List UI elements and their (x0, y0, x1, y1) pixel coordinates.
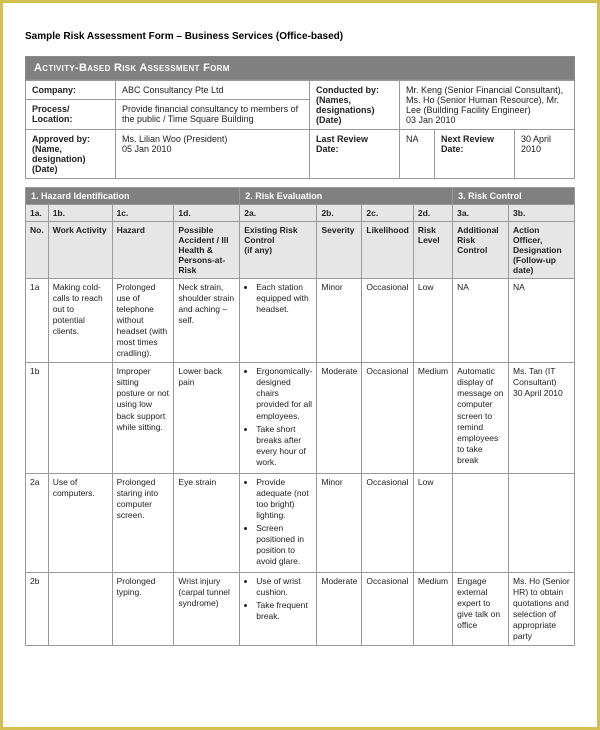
hdr-officer: Action Officer, Designation(Follow-up da… (509, 222, 575, 279)
next-review-value: 30 April 2010 (515, 130, 575, 179)
company-value: ABC Consultancy Pte Ltd (116, 81, 310, 100)
cell-no: 2b (26, 573, 49, 646)
subcol-3a: 3a. (453, 205, 509, 222)
cell-risklevel: Low (413, 279, 452, 363)
cell-addl: Automatic display of message on computer… (453, 363, 509, 473)
cell-hazard: Prolonged staring into computer screen. (112, 473, 174, 572)
company-label: Company: (26, 81, 116, 100)
cell-hazard: Prolonged use of telephone without heads… (112, 279, 174, 363)
approved-value: Ms. Lilian Woo (President)05 Jan 2010 (116, 130, 310, 179)
cell-likelihood: Occasional (362, 573, 414, 646)
cell-officer: Ms. Ho (Senior HR) to obtain quotations … (509, 573, 575, 646)
last-review-label: Last Review Date: (310, 130, 400, 179)
cell-no: 2a (26, 473, 49, 572)
cell-risklevel: Medium (413, 363, 452, 473)
next-review-label: Next Review Date: (435, 130, 515, 179)
cell-severity: Minor (317, 279, 362, 363)
cell-officer (509, 473, 575, 572)
cell-activity: Making cold-calls to reach out to potent… (48, 279, 112, 363)
process-value: Provide financial consultancy to members… (116, 100, 310, 130)
list-item: Provide adequate (not too bright) lighti… (256, 477, 312, 521)
list-item: Ergonomically-designed chairs provided f… (256, 366, 312, 421)
section-hazard-id: 1. Hazard Identification (26, 188, 240, 205)
conducted-value: Mr. Keng (Senior Financial Consultant), … (400, 81, 575, 130)
hdr-hazard: Hazard (112, 222, 174, 279)
section-risk-control: 3. Risk Control (453, 188, 575, 205)
hdr-existing: Existing Risk Control(if any) (240, 222, 317, 279)
cell-possible: Lower back pain (174, 363, 240, 473)
hdr-risklevel: Risk Level (413, 222, 452, 279)
process-label: Process/ Location: (26, 100, 116, 130)
cell-existing: Each station equipped with headset. (240, 279, 317, 363)
subcol-3b: 3b. (509, 205, 575, 222)
cell-hazard: Prolonged typing. (112, 573, 174, 646)
cell-possible: Wrist injury (carpal tunnel syndrome) (174, 573, 240, 646)
section-risk-eval: 2. Risk Evaluation (240, 188, 453, 205)
list-item: Screen positioned in position to avoid g… (256, 523, 312, 567)
list-item: Take short breaks after every hour of wo… (256, 424, 312, 468)
subcol-2b: 2b. (317, 205, 362, 222)
hdr-activity: Work Activity (48, 222, 112, 279)
table-row: 2b Prolonged typing.Wrist injury (carpal … (26, 573, 575, 646)
list-item: Take frequent break. (256, 600, 312, 622)
cell-addl: Engage external expert to give talk on o… (453, 573, 509, 646)
subcol-1d: 1d. (174, 205, 240, 222)
hdr-addl: Additional Risk Control (453, 222, 509, 279)
document-frame: Sample Risk Assessment Form – Business S… (0, 0, 600, 730)
hdr-no: No. (26, 222, 49, 279)
cell-activity (48, 363, 112, 473)
cell-no: 1a (26, 279, 49, 363)
hdr-severity: Severity (317, 222, 362, 279)
cell-addl: NA (453, 279, 509, 363)
risk-table: 1. Hazard Identification 2. Risk Evaluat… (25, 187, 575, 646)
cell-officer: NA (509, 279, 575, 363)
subcol-2a: 2a. (240, 205, 317, 222)
cell-existing: Ergonomically-designed chairs provided f… (240, 363, 317, 473)
hdr-possible: Possible Accident / Ill Health & Persons… (174, 222, 240, 279)
cell-likelihood: Occasional (362, 473, 414, 572)
cell-likelihood: Occasional (362, 279, 414, 363)
cell-possible: Neck strain, shoulder strain and aching … (174, 279, 240, 363)
cell-likelihood: Occasional (362, 363, 414, 473)
cell-severity: Moderate (317, 363, 362, 473)
conducted-label: Conducted by:(Names, designations)(Date) (310, 81, 400, 130)
cell-hazard: Improper sitting posture or not using lo… (112, 363, 174, 473)
document-title: Sample Risk Assessment Form – Business S… (25, 31, 575, 42)
cell-officer: Ms. Tan (IT Consultant)30 April 2010 (509, 363, 575, 473)
cell-activity: Use of computers. (48, 473, 112, 572)
cell-risklevel: Medium (413, 573, 452, 646)
cell-no: 1b (26, 363, 49, 473)
form-header: Activity-Based Risk Assessment Form (25, 56, 575, 80)
subcol-1c: 1c. (112, 205, 174, 222)
list-item: Use of wrist cushion. (256, 576, 312, 598)
subcol-1b: 1b. (48, 205, 112, 222)
last-review-value: NA (400, 130, 435, 179)
cell-existing: Use of wrist cushion.Take frequent break… (240, 573, 317, 646)
cell-addl (453, 473, 509, 572)
list-item: Each station equipped with headset. (256, 282, 312, 315)
table-row: 2aUse of computers.Prolonged staring int… (26, 473, 575, 572)
cell-existing: Provide adequate (not too bright) lighti… (240, 473, 317, 572)
hdr-likelihood: Likelihood (362, 222, 414, 279)
table-row: 1aMaking cold-calls to reach out to pote… (26, 279, 575, 363)
meta-table: Company: ABC Consultancy Pte Ltd Conduct… (25, 80, 575, 179)
cell-activity (48, 573, 112, 646)
subcol-2d: 2d. (413, 205, 452, 222)
subcol-1a: 1a. (26, 205, 49, 222)
cell-severity: Moderate (317, 573, 362, 646)
subcol-2c: 2c. (362, 205, 414, 222)
cell-possible: Eye strain (174, 473, 240, 572)
approved-label: Approved by:(Name, designation)(Date) (26, 130, 116, 179)
table-row: 1b Improper sitting posture or not using … (26, 363, 575, 473)
cell-risklevel: Low (413, 473, 452, 572)
cell-severity: Minor (317, 473, 362, 572)
